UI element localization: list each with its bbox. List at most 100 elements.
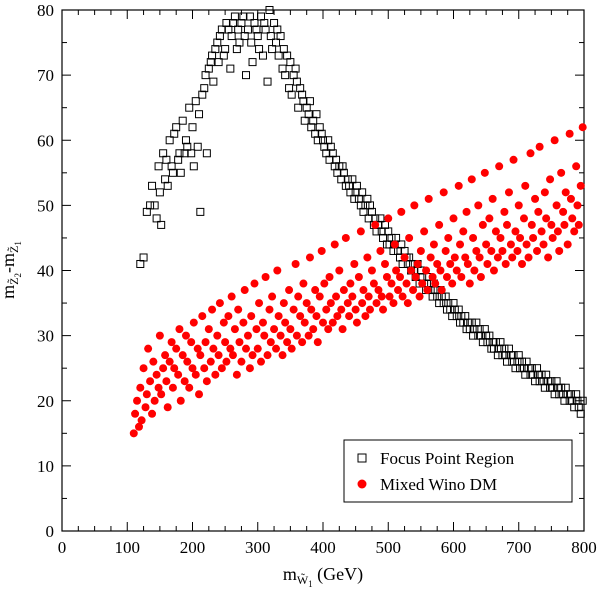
data-point-mixed-wino [208, 305, 217, 314]
data-point-mixed-wino [389, 299, 398, 308]
data-point-mixed-wino [506, 240, 515, 249]
data-point-mixed-wino [222, 357, 231, 366]
data-point-focus-point [521, 370, 530, 379]
data-point-focus-point [307, 123, 316, 132]
data-point-mixed-wino [195, 390, 204, 399]
data-point-mixed-wino [424, 194, 433, 203]
data-point-focus-point [574, 403, 583, 412]
data-point-focus-point [439, 299, 448, 308]
data-point-mixed-wino [330, 240, 339, 249]
data-point-mixed-wino [144, 344, 153, 353]
data-point-focus-point [227, 32, 236, 41]
data-point-focus-point [270, 19, 279, 28]
data-point-mixed-wino [175, 325, 184, 334]
data-point-mixed-wino [470, 266, 479, 275]
y-tick-label: 60 [37, 131, 54, 150]
legend-box [343, 439, 573, 503]
data-point-mixed-wino [526, 149, 535, 158]
data-point-mixed-wino [566, 194, 575, 203]
y-tick-label: 20 [37, 392, 54, 411]
data-point-mixed-wino [215, 299, 224, 308]
data-point-focus-point [163, 181, 172, 190]
data-point-focus-point [424, 279, 433, 288]
data-point-mixed-wino [363, 253, 372, 262]
data-point-mixed-wino [292, 331, 301, 340]
data-point-mixed-wino [163, 403, 172, 412]
data-point-mixed-wino [255, 299, 264, 308]
data-point-mixed-wino [374, 286, 383, 295]
data-point-focus-point [506, 351, 515, 360]
data-point-focus-point [146, 201, 155, 210]
data-point-focus-point [546, 383, 555, 392]
data-point-mixed-wino [307, 305, 316, 314]
data-point-mixed-wino [527, 220, 536, 229]
data-point-focus-point [397, 240, 406, 249]
data-point-focus-point [352, 181, 361, 190]
data-point-mixed-wino [376, 246, 385, 255]
data-point-focus-point [304, 110, 313, 119]
data-point-focus-point [560, 396, 569, 405]
data-point-mixed-wino [185, 383, 194, 392]
data-point-mixed-wino [221, 338, 230, 347]
data-point-mixed-wino [351, 305, 360, 314]
data-point-focus-point [371, 214, 380, 223]
data-point-focus-point [313, 136, 322, 145]
data-point-mixed-wino [457, 273, 466, 282]
data-point-mixed-wino [436, 266, 445, 275]
data-point-mixed-wino [287, 344, 296, 353]
data-point-focus-point [365, 201, 374, 210]
data-point-focus-point [281, 71, 290, 80]
data-point-focus-point [285, 84, 294, 93]
data-point-focus-point [508, 357, 517, 366]
data-point-focus-point [237, 19, 246, 28]
data-point-focus-point [578, 396, 587, 405]
data-point-focus-point [289, 71, 298, 80]
data-point-focus-point [392, 233, 401, 242]
data-point-focus-point [496, 338, 505, 347]
data-point-focus-point [511, 364, 520, 373]
data-point-mixed-wino [485, 214, 494, 223]
data-point-mixed-wino [343, 299, 352, 308]
data-point-focus-point [263, 77, 272, 86]
series-focus-point-region [136, 6, 587, 418]
data-point-focus-point [489, 344, 498, 353]
data-point-mixed-wino [136, 383, 145, 392]
data-point-focus-point [193, 142, 202, 151]
data-point-focus-point [377, 227, 386, 236]
data-point-mixed-wino [213, 331, 222, 340]
data-point-mixed-wino [134, 422, 143, 431]
data-point-mixed-wino [539, 240, 548, 249]
data-point-mixed-wino [448, 279, 457, 288]
data-point-mixed-wino [322, 305, 331, 314]
legend-marker-focus-point-region [357, 453, 367, 463]
data-point-mixed-wino [201, 338, 210, 347]
data-point-mixed-wino [260, 331, 269, 340]
y-tick-label: 10 [37, 457, 54, 476]
data-point-mixed-wino [361, 312, 370, 321]
data-point-mixed-wino [531, 194, 540, 203]
data-point-focus-point [174, 155, 183, 164]
data-point-mixed-wino [472, 246, 481, 255]
data-point-mixed-wino [407, 266, 416, 275]
data-point-mixed-wino [452, 266, 461, 275]
data-point-mixed-wino [431, 279, 440, 288]
data-point-mixed-wino [369, 279, 378, 288]
data-point-mixed-wino [319, 318, 327, 327]
data-point-focus-point [384, 227, 393, 236]
data-point-focus-point [470, 325, 479, 334]
data-point-focus-point [361, 201, 370, 210]
data-point-focus-point [319, 136, 327, 145]
data-point-mixed-wino [298, 338, 307, 347]
data-point-mixed-wino [172, 344, 181, 353]
data-point-mixed-wino [224, 312, 233, 321]
data-point-focus-point [161, 175, 170, 184]
data-point-focus-point [257, 12, 266, 21]
data-point-mixed-wino [326, 299, 335, 308]
data-point-focus-point [400, 246, 409, 255]
data-point-focus-point [250, 19, 259, 28]
data-point-focus-point [279, 45, 288, 54]
data-point-focus-point [483, 338, 492, 347]
data-point-mixed-wino [341, 233, 350, 242]
data-point-mixed-wino [511, 227, 520, 236]
data-point-focus-point [274, 51, 283, 60]
